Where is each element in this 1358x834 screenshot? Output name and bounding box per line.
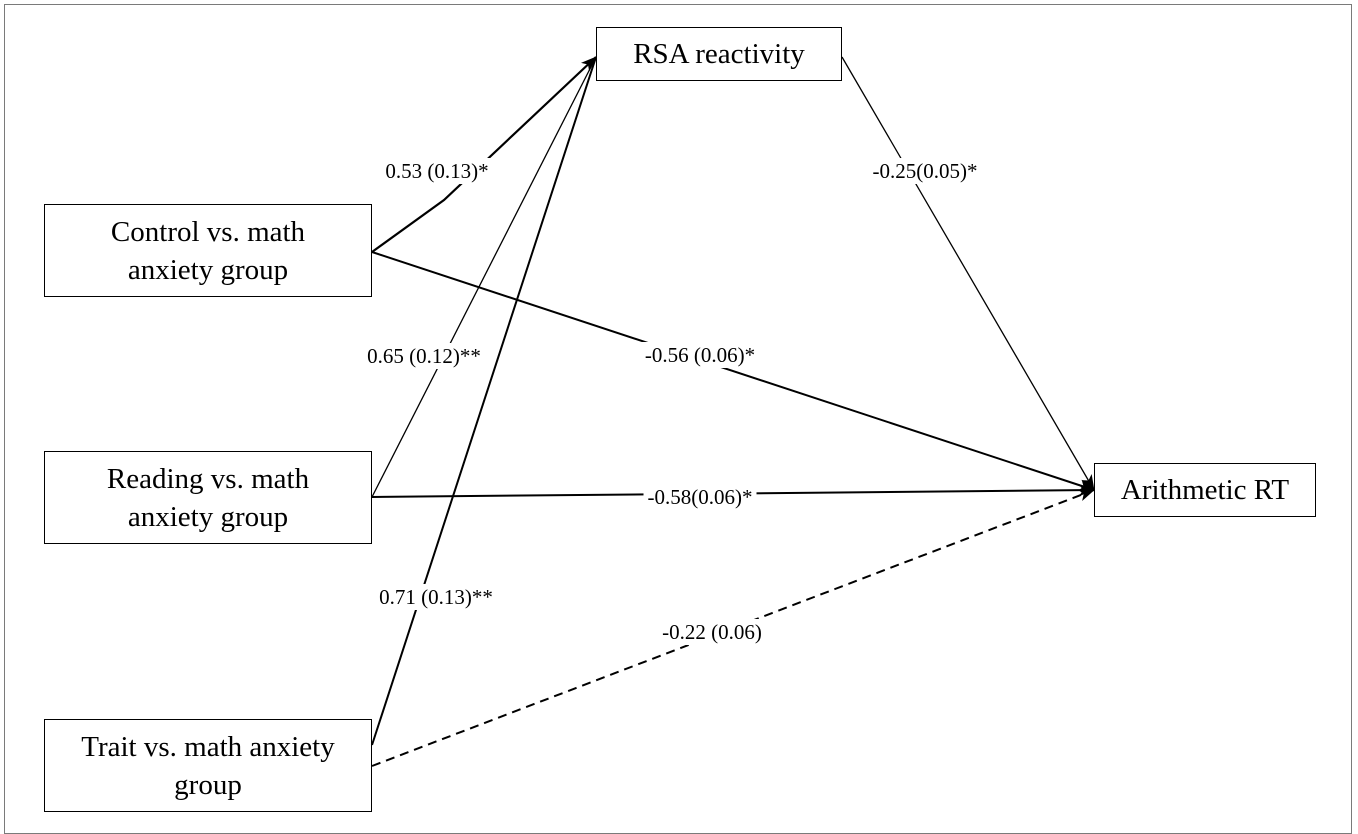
label-rsa-to-arith: -0.25(0.05)* [868,158,982,184]
node-arithmetic-rt: Arithmetic RT [1094,463,1316,517]
node-trait-group: Trait vs. math anxiety group [44,719,372,812]
path-control-to-rsa [371,56,597,253]
path-reading-to-rsa [371,56,597,498]
node-trait-group-line2: group [174,768,242,801]
node-reading-group-line2: anxiety group [127,500,289,533]
label-control-to-rsa: 0.53 (0.13)* [381,158,493,184]
node-rsa-reactivity-text: RSA reactivity [633,38,805,70]
node-trait-group-line1: Trait vs. math anxiety [81,730,335,763]
path-trait-to-arith [371,489,1095,767]
diagram-canvas: 0.53 (0.13)* 0.65 (0.12)** 0.71 (0.13)**… [4,4,1352,834]
path-trait-to-rsa [371,56,597,746]
label-trait-to-arith: -0.22 (0.06) [658,619,766,645]
label-control-to-arith: -0.56 (0.06)* [640,342,760,368]
node-control-group-line1: Control vs. math [110,215,306,248]
node-arithmetic-rt-text: Arithmetic RT [1120,474,1290,506]
label-reading-to-arith: -0.58(0.06)* [643,484,757,510]
path-control-to-arith [371,251,1095,492]
node-reading-group-line1: Reading vs. math [106,462,310,495]
path-edges [371,56,1095,767]
node-rsa-reactivity: RSA reactivity [596,27,842,81]
path-rsa-to-arith [841,56,1095,491]
node-control-group: Control vs. math anxiety group [44,204,372,297]
label-reading-to-rsa: 0.65 (0.12)** [363,343,485,369]
node-control-group-line2: anxiety group [127,253,289,286]
label-trait-to-rsa: 0.71 (0.13)** [375,584,497,610]
node-reading-group: Reading vs. math anxiety group [44,451,372,544]
